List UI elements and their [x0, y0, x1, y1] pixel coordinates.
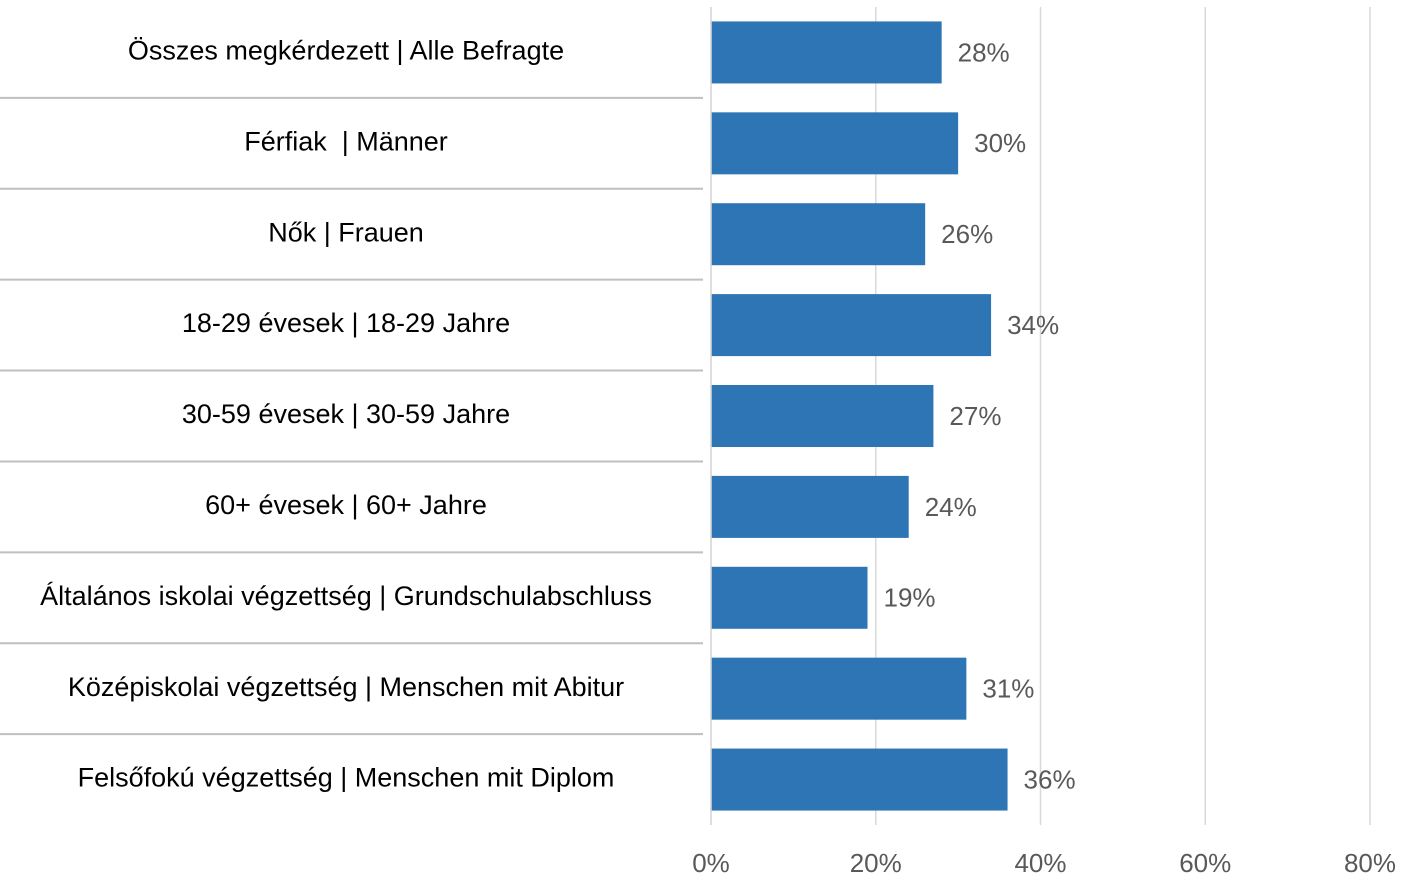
category-label: Férfiak | Männer	[244, 126, 448, 156]
bar	[711, 203, 926, 266]
category-label: 18-29 évesek | 18-29 Jahre	[182, 308, 510, 338]
value-label: 24%	[925, 492, 977, 522]
x-tick-label: 0%	[692, 848, 730, 878]
x-tick-label: 80%	[1344, 848, 1396, 878]
bar	[711, 566, 868, 629]
x-tick-label: 40%	[1014, 848, 1066, 878]
value-label: 27%	[949, 401, 1001, 431]
value-label: 34%	[1007, 310, 1059, 340]
category-label: Általános iskolai végzettség | Grundschu…	[40, 581, 652, 611]
value-label: 36%	[1024, 764, 1076, 794]
category-label: Középiskolai végzettség | Menschen mit A…	[68, 672, 624, 702]
value-label: 19%	[884, 583, 936, 613]
bar	[711, 21, 942, 84]
x-tick-label: 60%	[1179, 848, 1231, 878]
value-label: 31%	[982, 674, 1034, 704]
category-label: 30-59 évesek | 30-59 Jahre	[182, 399, 510, 429]
bar	[711, 112, 959, 175]
bar	[711, 475, 909, 538]
category-label: Összes megkérdezett | Alle Befragte	[128, 36, 564, 66]
bar	[711, 294, 992, 357]
category-label: 60+ évesek | 60+ Jahre	[205, 490, 487, 520]
value-label: 26%	[941, 219, 993, 249]
value-label: 30%	[974, 128, 1026, 158]
bar	[711, 748, 1008, 811]
category-label: Felsőfokú végzettség | Menschen mit Dipl…	[78, 763, 615, 793]
bar	[711, 385, 934, 447]
value-label: 28%	[958, 37, 1010, 67]
bar	[711, 657, 967, 720]
category-label: Nők | Frauen	[268, 217, 424, 247]
x-tick-label: 20%	[850, 848, 902, 878]
